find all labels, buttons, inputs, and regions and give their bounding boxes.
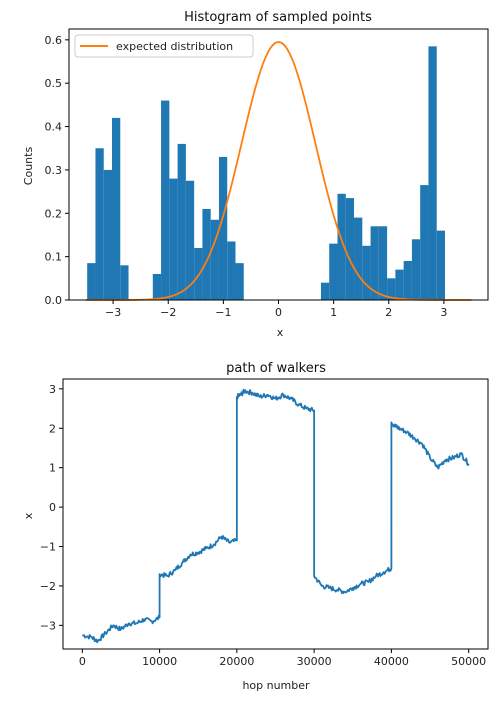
chart1-xlabel: x bbox=[277, 326, 284, 339]
histogram-bar bbox=[329, 243, 338, 300]
y-tick-label: 0.5 bbox=[45, 77, 63, 90]
x-tick-label: 40000 bbox=[374, 655, 409, 668]
histogram-bar bbox=[370, 226, 379, 300]
histogram-bar bbox=[411, 239, 421, 300]
histogram-bar bbox=[227, 241, 236, 300]
y-tick-label: −2 bbox=[40, 580, 56, 593]
histogram-bar bbox=[120, 265, 129, 300]
histogram-bar bbox=[403, 260, 412, 300]
histogram-bar bbox=[420, 185, 429, 300]
histogram-bar bbox=[345, 198, 355, 300]
x-tick-label: 0 bbox=[275, 306, 282, 319]
chart1-legend: expected distribution bbox=[74, 34, 254, 58]
walker-path-chart: path of walkers x hop number 0 10000 20000… bbox=[22, 361, 489, 692]
histogram-bar bbox=[169, 178, 178, 300]
x-tick-label: 2 bbox=[385, 306, 392, 319]
x-tick-label: 20000 bbox=[219, 655, 254, 668]
y-tick-label: 2 bbox=[49, 422, 56, 435]
y-tick-label: −3 bbox=[40, 619, 56, 632]
histogram-bar bbox=[103, 169, 113, 300]
histogram-bar bbox=[161, 100, 170, 300]
chart2-frame bbox=[62, 378, 489, 650]
x-tick-label: 1 bbox=[330, 306, 337, 319]
chart1-title: Histogram of sampled points bbox=[184, 10, 372, 25]
x-tick-label: −2 bbox=[160, 306, 176, 319]
histogram-bar bbox=[152, 273, 162, 300]
y-tick-label: 1 bbox=[49, 462, 56, 475]
expected-distribution-line bbox=[85, 41, 472, 301]
histogram-bar bbox=[320, 282, 330, 300]
chart2-xlabel: hop number bbox=[242, 679, 310, 692]
y-tick-label: 0.4 bbox=[45, 121, 63, 134]
histogram-bar bbox=[210, 219, 219, 300]
histogram-bar bbox=[387, 278, 396, 300]
chart2-ylabel: x bbox=[22, 512, 35, 519]
y-tick-label: 0.1 bbox=[45, 251, 63, 264]
y-tick-label: 0.0 bbox=[45, 294, 63, 307]
histogram-bar bbox=[428, 46, 437, 301]
histogram-bar bbox=[202, 208, 211, 300]
x-tick-label: 10000 bbox=[142, 655, 177, 668]
y-tick-label: 0.2 bbox=[45, 207, 63, 220]
x-tick-label: −1 bbox=[215, 306, 231, 319]
x-tick-label: 30000 bbox=[297, 655, 332, 668]
y-tick-label: 0 bbox=[49, 501, 56, 514]
y-tick-label: 0.6 bbox=[45, 34, 63, 47]
histogram-chart: Histogram of sampled points Counts x −3−… bbox=[22, 10, 489, 339]
legend-box bbox=[74, 34, 254, 58]
histogram-bar bbox=[112, 117, 121, 300]
x-tick-label: −3 bbox=[105, 306, 121, 319]
chart1-ylabel: Counts bbox=[22, 147, 35, 186]
histogram-bar bbox=[362, 245, 371, 300]
x-tick-label: 3 bbox=[440, 306, 447, 319]
chart1-frame bbox=[68, 28, 489, 301]
histogram-bar bbox=[378, 226, 388, 300]
histogram-bar bbox=[436, 230, 445, 300]
chart2-title: path of walkers bbox=[226, 361, 326, 376]
chart1-plot-area: −3 −2 −1 0 1 2 3 0.0 0.1 0.2 0.3 0.4 0.5 0.6 bbox=[45, 34, 472, 319]
walker-path-line bbox=[82, 388, 470, 644]
histogram-bar bbox=[185, 180, 195, 300]
histogram-bar bbox=[177, 143, 186, 300]
histogram-bar bbox=[95, 148, 104, 300]
y-tick-label: −1 bbox=[40, 541, 56, 554]
chart2-plot-area: 0 10000 20000 30000 40000 50000 −3 −2 −1 0 1 2 3 bbox=[40, 383, 486, 668]
histogram-bar bbox=[218, 156, 228, 300]
x-tick-label: 50000 bbox=[451, 655, 486, 668]
x-tick-label: 0 bbox=[79, 655, 86, 668]
y-tick-label: 0.3 bbox=[45, 164, 63, 177]
histogram-bar bbox=[235, 263, 244, 300]
histogram-bar bbox=[194, 247, 203, 300]
legend-entry-expected-distribution: expected distribution bbox=[116, 40, 233, 53]
histogram-bar bbox=[87, 263, 96, 300]
histogram-bar bbox=[337, 193, 346, 300]
histogram-bar bbox=[354, 217, 363, 300]
y-tick-label: 3 bbox=[49, 383, 56, 396]
histogram-bar bbox=[395, 269, 404, 300]
